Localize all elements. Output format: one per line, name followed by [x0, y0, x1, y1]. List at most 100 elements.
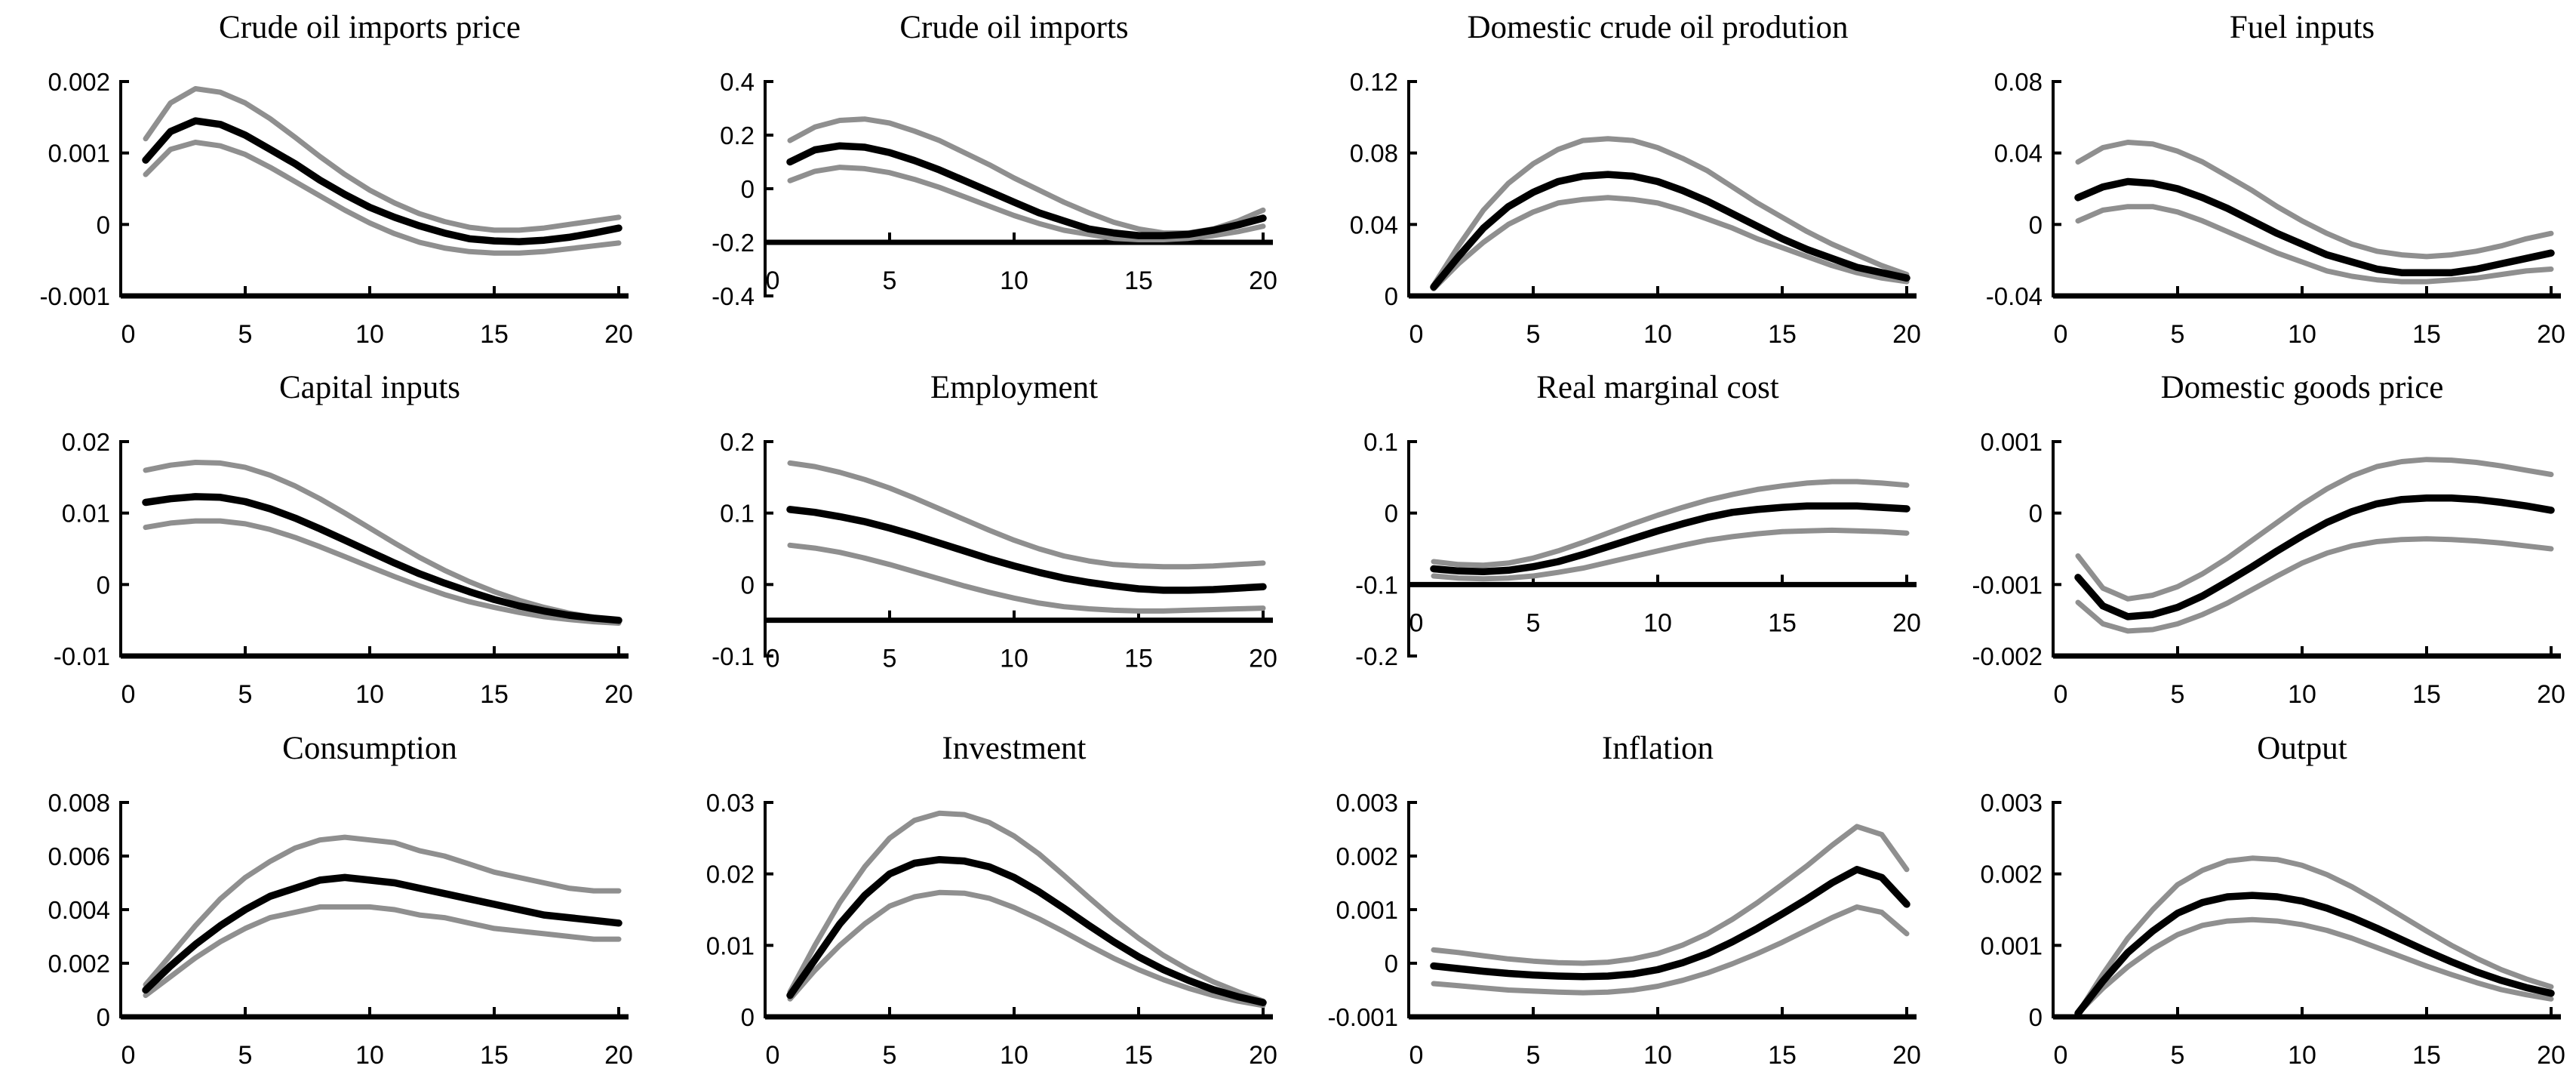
- y-tick-label: 0.01: [62, 500, 110, 528]
- x-tick-label: 15: [1124, 1041, 1153, 1070]
- y-tick-label: 0.001: [48, 140, 110, 168]
- x-tick-label: 20: [2537, 320, 2565, 349]
- series-median: [785, 855, 1267, 1006]
- x-tick-label: 5: [1526, 1041, 1541, 1070]
- series-median: [1430, 865, 1910, 981]
- chart-title: Domestic goods price: [2160, 370, 2443, 405]
- y-tick-label: 0.006: [48, 842, 110, 870]
- series-median: [2073, 177, 2555, 276]
- y-tick-label: 0.002: [48, 950, 110, 978]
- x-tick-label: 10: [355, 1041, 384, 1070]
- series-lower-band: [787, 543, 1265, 614]
- y-tick-label: 0.1: [720, 500, 755, 528]
- x-tick-label: 15: [1124, 645, 1153, 673]
- y-tick-label: 0.12: [1350, 68, 1398, 96]
- chart-panel: Crude oil imports 0.4 0.2 0 -0.2 -0.4 0 5 10 15 2…: [644, 0, 1289, 360]
- x-tick-label: 15: [1768, 320, 1797, 349]
- chart-title: Capital inputs: [279, 370, 460, 405]
- x-tick-label: 0: [121, 1041, 136, 1070]
- chart-panel: Crude oil imports price 0.002 0.001 0 -0.00…: [0, 0, 644, 360]
- y-tick-label: 0.003: [1336, 789, 1398, 817]
- y-tick-label: 0: [1385, 282, 1398, 310]
- x-tick-label: 20: [604, 680, 633, 709]
- y-tick-label: -0.4: [712, 282, 755, 310]
- chart-panel: Real marginal cost 0.1 0 -0.1 -0.2 0 5 10 15 20: [1288, 360, 1932, 720]
- series-lower-band: [143, 518, 622, 627]
- y-tick-label: 0.01: [705, 932, 754, 959]
- series-lower-band: [1431, 195, 1910, 291]
- x-tick-label: 15: [480, 320, 509, 349]
- x-tick-label: 0: [1409, 609, 1424, 638]
- x-tick-label: 10: [2288, 320, 2316, 349]
- x-tick-label: 5: [2170, 320, 2184, 349]
- x-tick-label: 0: [1409, 1041, 1424, 1070]
- chart-title: Employment: [930, 370, 1097, 405]
- x-tick-label: 0: [1409, 320, 1424, 349]
- x-tick-label: 20: [1249, 1041, 1277, 1070]
- y-tick-label: 0: [2028, 1003, 2042, 1031]
- chart-panel: Inflation 0.003 0.002 0.001 0 -0.001 0 5 10 15 20: [1288, 721, 1932, 1081]
- chart-canvas: Inflation 0.003 0.002 0.001 0 -0.001 0 5 10 15 20: [1327, 731, 1921, 1070]
- x-tick-label: 10: [1000, 645, 1028, 673]
- y-tick-label: 0.04: [1350, 211, 1398, 239]
- chart-panel: Investment 0.03 0.02 0.01 0 0 5 10 15 20: [644, 721, 1289, 1081]
- x-tick-label: 5: [1526, 320, 1541, 349]
- x-tick-label: 5: [882, 266, 896, 295]
- chart-title: Output: [2257, 731, 2347, 766]
- y-tick-label: 0: [1385, 950, 1398, 978]
- x-tick-label: 0: [2053, 680, 2067, 709]
- x-tick-label: 10: [1000, 266, 1028, 295]
- x-tick-label: 20: [1892, 1041, 1921, 1070]
- x-tick-label: 5: [238, 320, 253, 349]
- series-upper-band: [1431, 824, 1910, 966]
- y-tick-label: 0: [1385, 500, 1398, 528]
- y-tick-label: 0.2: [720, 428, 755, 456]
- series-lower-band: [143, 139, 622, 256]
- y-tick-label: -0.2: [712, 229, 755, 257]
- x-tick-label: 5: [2170, 680, 2184, 709]
- y-tick-label: -0.04: [1985, 282, 2042, 310]
- series-upper-band: [787, 810, 1265, 1004]
- chart-title: Inflation: [1602, 731, 1714, 766]
- series-upper-band: [787, 116, 1265, 236]
- series-median: [2073, 892, 2555, 1017]
- x-tick-label: 5: [1526, 609, 1541, 638]
- x-tick-label: 0: [765, 1041, 779, 1070]
- chart-title: Crude oil imports price: [219, 10, 521, 45]
- x-tick-label: 10: [1643, 609, 1672, 638]
- x-tick-label: 10: [2288, 1041, 2316, 1070]
- series-lower-band: [2075, 536, 2553, 634]
- x-tick-label: 0: [2053, 320, 2067, 349]
- y-tick-label: -0.001: [1972, 571, 2043, 599]
- chart-panel: Employment 0.2 0.1 0 -0.1 0 5 10 15 20: [644, 360, 1289, 720]
- series-median: [1430, 171, 1910, 291]
- x-tick-label: 5: [882, 645, 896, 673]
- y-tick-label: 0.001: [1336, 896, 1398, 924]
- x-tick-label: 15: [1768, 609, 1797, 638]
- x-tick-label: 10: [1643, 1041, 1672, 1070]
- x-tick-label: 20: [2537, 680, 2565, 709]
- x-tick-label: 20: [1892, 609, 1921, 638]
- y-tick-label: -0.001: [1327, 1003, 1398, 1031]
- y-tick-label: 0.04: [1993, 140, 2042, 168]
- x-tick-label: 10: [355, 680, 384, 709]
- series-median: [142, 117, 622, 245]
- y-tick-label: 0.03: [705, 789, 754, 817]
- series-median: [2073, 494, 2555, 621]
- y-tick-label: 0.001: [1980, 932, 2043, 959]
- series-upper-band: [2075, 139, 2553, 260]
- y-tick-label: 0: [740, 1003, 754, 1031]
- chart-canvas: Consumption 0.008 0.006 0.004 0.002 00 5 10 15 2…: [48, 731, 632, 1070]
- series-lower-band: [1431, 528, 1910, 582]
- x-tick-label: 5: [238, 680, 253, 709]
- y-tick-label: 0.002: [1336, 842, 1398, 870]
- x-tick-label: 20: [1892, 320, 1921, 349]
- x-tick-label: 15: [480, 1041, 509, 1070]
- x-tick-label: 15: [1768, 1041, 1797, 1070]
- x-tick-label: 20: [604, 320, 633, 349]
- y-tick-label: 0: [2028, 500, 2042, 528]
- y-tick-label: 0.2: [720, 122, 755, 149]
- chart-title: Consumption: [282, 731, 457, 766]
- y-tick-label: 0: [740, 571, 754, 599]
